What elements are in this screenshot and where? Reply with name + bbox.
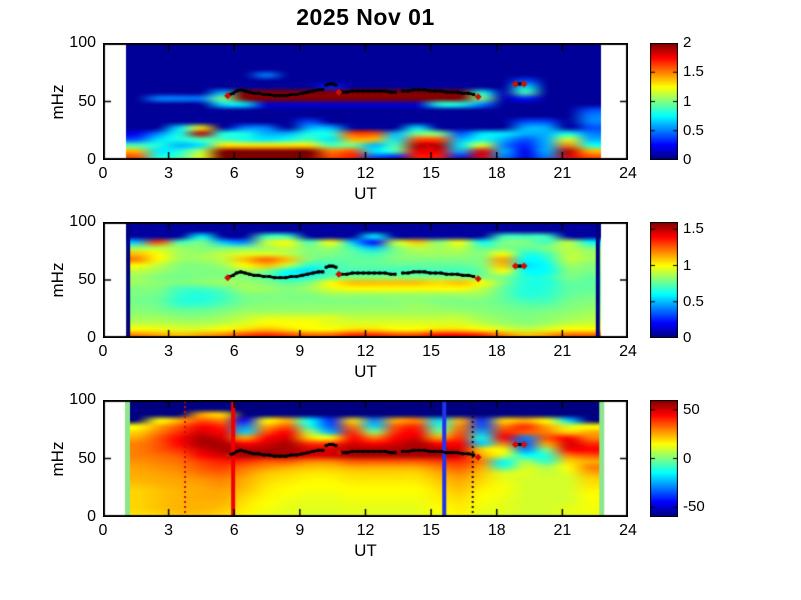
colorbar-tick-label: 0.5	[683, 292, 704, 310]
x-tick-label: 9	[295, 522, 305, 539]
colorbar-3	[650, 400, 678, 517]
y-tick-label: 0	[87, 508, 96, 525]
x-axis-label-1: UT	[354, 184, 377, 203]
x-tick-label: 21	[553, 343, 572, 360]
colorbar-tick-label: 0	[683, 329, 692, 346]
x-tick-label: 24	[619, 522, 637, 539]
x-tick-label: 6	[229, 343, 239, 360]
x-tick-label: 6	[229, 522, 239, 539]
x-tick-label: 0	[98, 522, 108, 539]
colorbar-tick-label: 1.5	[683, 220, 704, 238]
x-tick-label: 18	[487, 522, 506, 539]
colorbar-tick-label: 0	[683, 449, 692, 467]
x-tick-label: 24	[619, 165, 637, 182]
x-tick-label: 15	[422, 165, 441, 182]
y-tick-label: 50	[78, 271, 96, 288]
y-tick-label: 50	[78, 449, 96, 467]
spectrogram-panel-1	[103, 43, 628, 160]
x-tick-label: 3	[164, 522, 174, 539]
colorbar-tick-label: -50	[683, 498, 705, 516]
colorbar-tick-label: 0	[683, 151, 692, 168]
colorbar-tick-label: 1	[683, 92, 692, 110]
x-tick-label: 12	[356, 343, 375, 360]
x-axis-label-3: UT	[354, 541, 377, 560]
y-tick-label: 0	[87, 151, 96, 168]
colorbar-tick-label: 1	[683, 256, 692, 274]
colorbar-tick-label: 1.5	[683, 63, 704, 81]
x-tick-label: 3	[164, 343, 174, 360]
x-tick-label: 15	[422, 343, 441, 360]
x-tick-label: 21	[553, 165, 572, 182]
y-tick-label: 100	[69, 391, 96, 408]
colorbar-tick-label: 2	[683, 34, 692, 51]
x-tick-label: 3	[164, 165, 174, 182]
spectrogram-panel-2	[103, 222, 628, 338]
figure-title: 2025 Nov 01	[296, 4, 435, 30]
x-axis-label-2: UT	[354, 362, 377, 381]
x-tick-label: 24	[619, 343, 637, 360]
x-tick-label: 18	[487, 343, 506, 360]
x-tick-label: 15	[422, 522, 441, 539]
x-tick-label: 9	[295, 343, 305, 360]
colorbar-2	[650, 222, 678, 338]
y-tick-label: 0	[87, 329, 96, 346]
x-tick-label: 0	[98, 343, 108, 360]
colorbar-tick-label: 0.5	[683, 121, 704, 139]
x-tick-label: 12	[356, 165, 375, 182]
x-tick-label: 12	[356, 522, 375, 539]
y-tick-label: 100	[69, 213, 96, 230]
y-tick-label: 100	[69, 34, 96, 51]
x-tick-label: 18	[487, 165, 506, 182]
colorbar-tick-label: 50	[683, 400, 700, 418]
spectrogram-panel-3	[103, 400, 628, 517]
y-tick-label: 50	[78, 92, 96, 110]
x-tick-label: 0	[98, 165, 108, 182]
x-tick-label: 21	[553, 522, 572, 539]
x-tick-label: 9	[295, 165, 305, 182]
x-tick-label: 6	[229, 165, 239, 182]
colorbar-1	[650, 43, 678, 160]
